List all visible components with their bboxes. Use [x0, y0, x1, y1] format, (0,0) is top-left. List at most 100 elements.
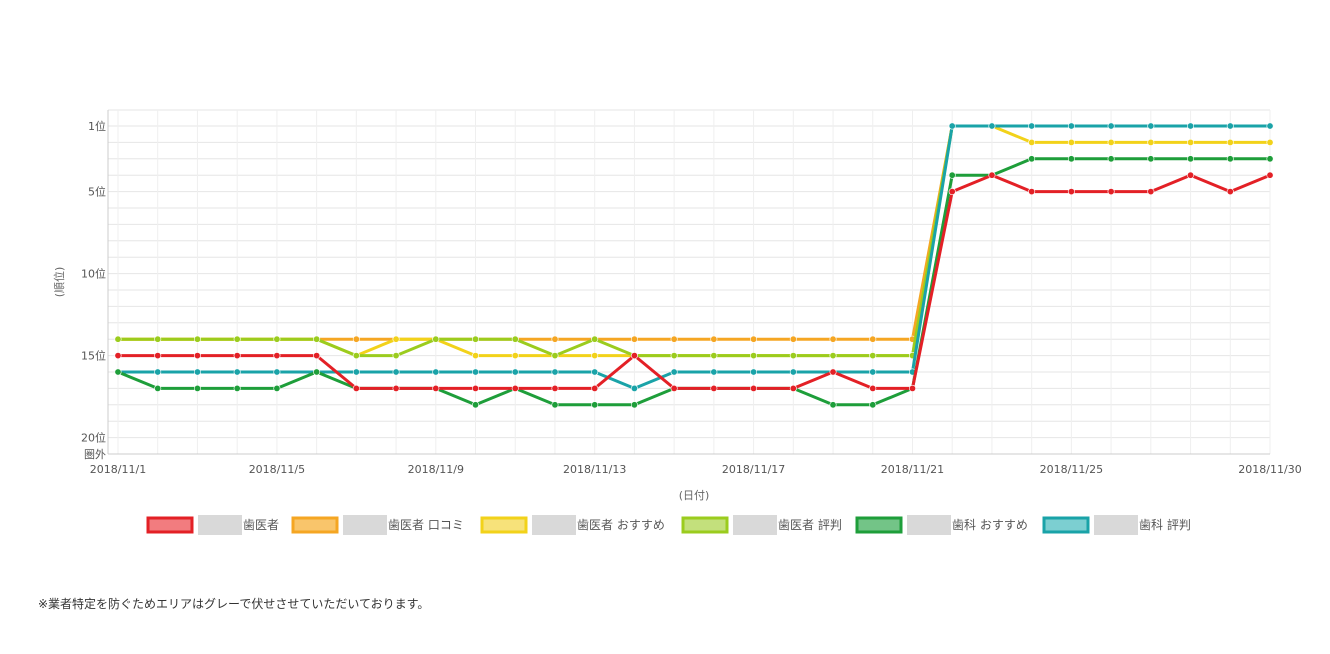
- data-point: [789, 368, 797, 376]
- x-tick-label: 2018/11/5: [249, 463, 305, 476]
- data-point: [1226, 138, 1234, 146]
- data-point: [948, 122, 956, 130]
- data-point: [472, 401, 480, 409]
- data-point: [1147, 188, 1155, 196]
- data-point: [789, 352, 797, 360]
- legend-item[interactable]: 歯医者 おすすめ: [480, 515, 665, 535]
- data-point: [114, 368, 122, 376]
- data-point: [233, 384, 241, 392]
- x-axis-title: (日付): [679, 489, 710, 502]
- series-歯医者: [114, 171, 1274, 392]
- data-point: [670, 335, 678, 343]
- y-tick-label: 10位: [81, 267, 106, 281]
- data-point: [472, 352, 480, 360]
- data-point: [869, 352, 877, 360]
- data-point: [551, 368, 559, 376]
- data-point: [630, 335, 638, 343]
- data-point: [511, 368, 519, 376]
- data-point: [948, 171, 956, 179]
- series-line: [118, 173, 1271, 390]
- data-point: [551, 335, 559, 343]
- data-point: [710, 352, 718, 360]
- legend-label: 歯医者 口コミ: [388, 518, 464, 532]
- data-point: [1266, 155, 1274, 163]
- data-point: [273, 368, 281, 376]
- legend-swatch: [146, 516, 194, 534]
- data-point: [789, 335, 797, 343]
- data-point: [591, 401, 599, 409]
- data-point: [432, 384, 440, 392]
- data-point: [114, 335, 122, 343]
- y-tick-label: 15位: [81, 349, 106, 363]
- data-point: [750, 352, 758, 360]
- x-tick-label: 2018/11/25: [1040, 463, 1103, 476]
- masked-area-block: [907, 515, 951, 535]
- data-point: [829, 401, 837, 409]
- data-point: [670, 352, 678, 360]
- data-point: [630, 352, 638, 360]
- legend-item[interactable]: 歯医者 評判: [681, 515, 842, 535]
- series-lines: [114, 122, 1274, 409]
- data-point: [829, 352, 837, 360]
- data-point: [273, 384, 281, 392]
- data-point: [432, 335, 440, 343]
- data-point: [1028, 188, 1036, 196]
- data-point: [1147, 122, 1155, 130]
- data-point: [630, 401, 638, 409]
- data-point: [670, 384, 678, 392]
- data-point: [154, 352, 162, 360]
- data-point: [1226, 155, 1234, 163]
- data-point: [154, 384, 162, 392]
- data-point: [1187, 138, 1195, 146]
- masked-area-block: [1094, 515, 1138, 535]
- legend-item[interactable]: 歯科 評判: [1042, 515, 1191, 535]
- data-point: [1187, 122, 1195, 130]
- data-point: [908, 384, 916, 392]
- data-point: [1266, 122, 1274, 130]
- data-point: [313, 368, 321, 376]
- data-point: [1266, 171, 1274, 179]
- data-point: [193, 384, 201, 392]
- legend-swatch: [291, 516, 339, 534]
- data-point: [789, 384, 797, 392]
- legend-item[interactable]: 歯医者: [146, 515, 279, 535]
- data-point: [551, 401, 559, 409]
- data-point: [154, 335, 162, 343]
- data-point: [1067, 188, 1075, 196]
- data-point: [193, 335, 201, 343]
- data-point: [1107, 138, 1115, 146]
- masked-area-block: [733, 515, 777, 535]
- data-point: [511, 384, 519, 392]
- legend: 歯医者 歯医者 口コミ 歯医者 おすすめ 歯医者 評判 歯科 おすすめ 歯科 評判: [146, 515, 1191, 535]
- legend-item[interactable]: 歯医者 口コミ: [291, 515, 464, 535]
- data-point: [392, 368, 400, 376]
- data-point: [1067, 155, 1075, 163]
- x-tick-label: 2018/11/13: [563, 463, 626, 476]
- x-tick-label: 2018/11/30: [1238, 463, 1301, 476]
- data-point: [472, 335, 480, 343]
- data-point: [869, 401, 877, 409]
- data-point: [392, 384, 400, 392]
- data-point: [869, 384, 877, 392]
- data-point: [1067, 122, 1075, 130]
- data-point: [1187, 155, 1195, 163]
- data-point: [948, 188, 956, 196]
- series-line: [117, 157, 1270, 407]
- legend-label: 歯医者 おすすめ: [577, 518, 665, 532]
- data-point: [472, 368, 480, 376]
- data-point: [1266, 138, 1274, 146]
- data-point: [352, 384, 360, 392]
- data-point: [233, 335, 241, 343]
- legend-label: 歯医者 評判: [778, 517, 842, 532]
- series-歯科 おすすめ: [114, 155, 1274, 409]
- data-point: [1147, 138, 1155, 146]
- data-point: [1028, 155, 1036, 163]
- data-point: [392, 352, 400, 360]
- data-point: [193, 368, 201, 376]
- legend-item[interactable]: 歯科 おすすめ: [855, 515, 1028, 535]
- x-tick-label: 2018/11/9: [408, 463, 464, 476]
- x-tick-label: 2018/11/1: [90, 463, 146, 476]
- data-point: [551, 384, 559, 392]
- data-point: [472, 384, 480, 392]
